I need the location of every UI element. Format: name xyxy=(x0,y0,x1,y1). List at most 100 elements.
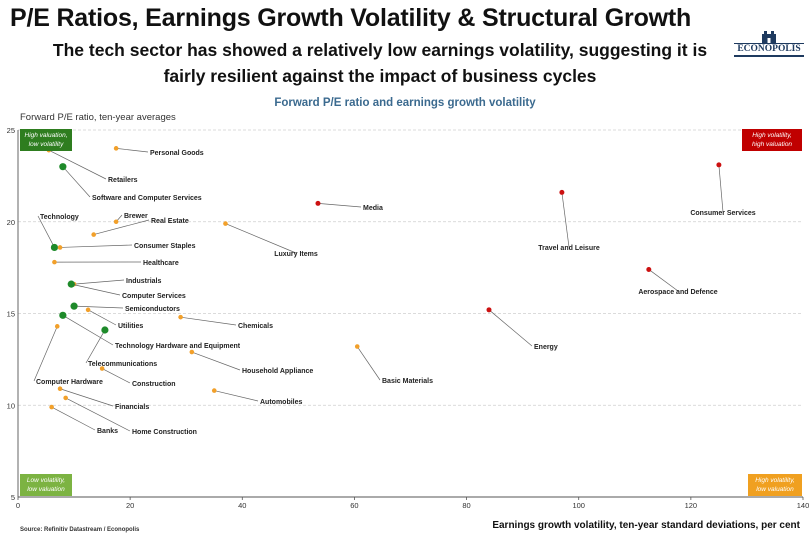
quadrant-label-line: High volatility, xyxy=(755,477,795,484)
leader-line xyxy=(85,329,106,364)
chart-title: Forward P/E ratio and earnings growth vo… xyxy=(274,97,536,109)
leader-line xyxy=(116,148,149,153)
y-tick-label: 20 xyxy=(7,218,15,227)
quadrant-label-line: High volatility, xyxy=(752,132,792,139)
leader-line xyxy=(51,406,96,431)
leader-line xyxy=(101,368,131,384)
x-tick-label: 60 xyxy=(350,501,358,510)
x-tick-label: 20 xyxy=(126,501,134,510)
subtitle-line-1: The tech sector has showed a relatively … xyxy=(52,40,708,60)
data-point xyxy=(189,349,195,355)
leader-line xyxy=(214,390,259,402)
quadrant-label-line: low volatility xyxy=(28,141,64,148)
quadrant-label-line: high valuation xyxy=(751,141,793,148)
quadrant-label-line: Low volatility, xyxy=(26,477,66,484)
data-point xyxy=(52,259,57,265)
point-label: Financials xyxy=(115,404,149,411)
data-point xyxy=(99,366,105,371)
quadrant-label-line: low valuation xyxy=(756,486,794,493)
data-point xyxy=(354,344,360,349)
data-point xyxy=(315,200,321,206)
data-point xyxy=(49,404,54,410)
point-label: Media xyxy=(363,205,383,212)
leader-line xyxy=(561,192,570,248)
point-label: Chemicals xyxy=(238,323,273,330)
quadrant-label-line: High valuation, xyxy=(24,132,68,139)
point-label: Computer Hardware xyxy=(36,379,103,386)
data-point xyxy=(716,162,722,168)
leader-line xyxy=(62,166,91,198)
data-point xyxy=(211,388,217,393)
leader-line xyxy=(93,219,150,235)
point-label: Construction xyxy=(132,381,176,388)
point-label: Computer Services xyxy=(122,293,186,300)
point-label: Telecommunications xyxy=(88,361,157,368)
x-tick-label: 120 xyxy=(685,501,698,510)
point-label: Consumer Services xyxy=(690,210,755,217)
point-label: Automobiles xyxy=(260,399,302,406)
point-label: Travel and Leisure xyxy=(538,245,600,252)
y-tick-label: 15 xyxy=(7,310,15,319)
leader-line xyxy=(87,309,117,326)
data-point xyxy=(67,280,75,288)
quadrant-label-bottom-right: High volatility, low valuation xyxy=(748,474,802,496)
point-label: Real Estate xyxy=(151,218,189,225)
data-point xyxy=(178,314,183,320)
data-point xyxy=(101,326,109,334)
point-label: Utilities xyxy=(118,323,143,330)
x-tick-label: 0 xyxy=(16,501,20,510)
point-label: Industrials xyxy=(126,278,162,285)
leader-line xyxy=(37,215,55,248)
y-tick-label: 25 xyxy=(7,126,15,135)
data-point xyxy=(70,302,78,310)
econopolis-logo: ECONOPOLIS xyxy=(734,30,804,70)
point-label: Healthcare xyxy=(143,260,179,267)
quadrant-label-top-left: High valuation, low volatility xyxy=(20,129,72,151)
point-label: Basic Materials xyxy=(382,378,433,385)
data-point xyxy=(59,163,67,171)
data-point xyxy=(113,146,119,151)
leader-line xyxy=(33,326,58,382)
point-label: Personal Goods xyxy=(150,150,204,157)
quadrant-label-top-right: High volatility, high valuation xyxy=(742,129,802,151)
leader-line xyxy=(180,316,237,326)
x-tick-label: 140 xyxy=(797,501,810,510)
point-label: Technology xyxy=(40,214,79,221)
point-label: Software and Computer Services xyxy=(92,195,202,202)
leader-line xyxy=(71,283,121,296)
main-title: P/E Ratios, Earnings Growth Volatility &… xyxy=(10,4,692,32)
leader-line xyxy=(59,388,114,407)
data-point xyxy=(113,219,119,225)
source-note: Source: Refinitiv Datastream / Econopoli… xyxy=(20,527,140,533)
point-label: Banks xyxy=(97,428,118,435)
quadrant-label-bottom-left: Low volatility, low valuation xyxy=(20,474,72,496)
data-point xyxy=(559,189,565,195)
leader-line xyxy=(48,149,107,180)
point-label: Brewer xyxy=(124,213,148,220)
point-label: Luxury Items xyxy=(274,251,318,258)
leader-line xyxy=(60,244,133,248)
tower-icon xyxy=(762,31,776,44)
data-point xyxy=(57,386,63,392)
leader-line xyxy=(356,346,381,381)
data-point xyxy=(59,311,67,319)
point-label: Semiconductors xyxy=(125,306,180,313)
data-point xyxy=(54,324,60,329)
leader-line xyxy=(718,164,724,213)
data-point xyxy=(63,395,68,401)
leader-line xyxy=(74,305,124,309)
point-label: Aerospace and Defence xyxy=(638,289,717,296)
leader-line xyxy=(65,397,131,432)
leader-line xyxy=(62,315,114,346)
quadrant-label-line: low valuation xyxy=(27,486,65,493)
logo-text: ECONOPOLIS xyxy=(734,43,804,57)
subtitle-line-2: fairly resilient against the impact of b… xyxy=(163,66,597,86)
x-tick-label: 100 xyxy=(572,501,585,510)
data-point xyxy=(50,243,59,252)
x-axis-label: Earnings growth volatility, ten-year sta… xyxy=(492,520,800,531)
point-label: Energy xyxy=(534,344,558,351)
data-point xyxy=(91,232,96,237)
point-label: Technology Hardware and Equipment xyxy=(115,343,241,350)
leader-line xyxy=(74,279,125,285)
